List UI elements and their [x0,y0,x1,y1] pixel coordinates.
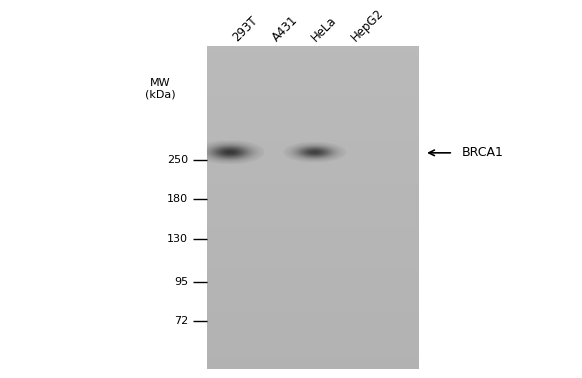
Text: BRCA1: BRCA1 [462,146,504,160]
Text: 72: 72 [173,316,188,326]
Text: MW
(kDa): MW (kDa) [146,77,176,99]
Text: 250: 250 [167,155,188,165]
Text: HepG2: HepG2 [349,6,386,43]
Text: HeLa: HeLa [309,13,339,43]
Text: 130: 130 [167,234,188,244]
Text: 293T: 293T [230,14,260,43]
Text: 180: 180 [167,194,188,204]
Text: A431: A431 [269,13,300,43]
Text: 95: 95 [174,277,188,287]
